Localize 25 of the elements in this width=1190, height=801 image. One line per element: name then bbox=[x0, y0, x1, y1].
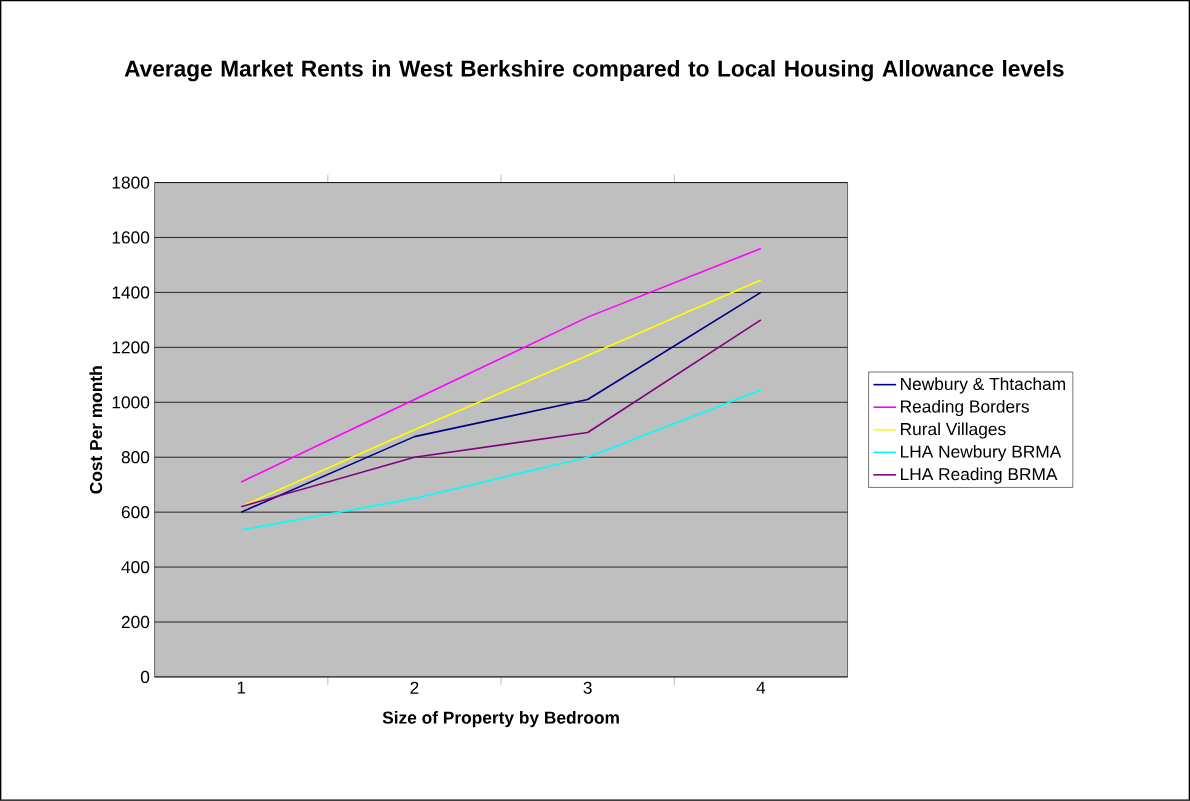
x-tick-label: 3 bbox=[583, 681, 592, 694]
y-tick-label: 0 bbox=[140, 670, 150, 684]
y-tick-label: 1600 bbox=[112, 231, 150, 244]
legend-label: Newbury & Thtacham bbox=[901, 377, 1065, 394]
line-series bbox=[240, 319, 762, 508]
x-axis-title: Size of Property by Bedroom bbox=[382, 711, 619, 728]
y-tick-label: 1400 bbox=[112, 286, 150, 299]
y-tick-label: 1200 bbox=[112, 341, 150, 354]
y-tick-label: 200 bbox=[121, 615, 150, 629]
x-tick-label: 1 bbox=[237, 681, 246, 694]
y-axis-title: Cost Per month bbox=[89, 366, 103, 494]
y-tick-label: 800 bbox=[121, 451, 150, 464]
chart-title: Average Market Rents in West Berkshire compared to Local Housing Allowance levels bbox=[124, 60, 1064, 82]
y-tick-label: 1000 bbox=[112, 396, 150, 409]
y-tick-label: 1800 bbox=[112, 176, 150, 189]
y-tick-label: 400 bbox=[121, 561, 150, 574]
y-tick-label: 600 bbox=[121, 506, 150, 519]
line-series bbox=[240, 247, 762, 483]
x-tick-label: 2 bbox=[410, 681, 419, 694]
legend-label: Reading Borders bbox=[901, 399, 1029, 417]
legend-label: LHA Reading BRMA bbox=[901, 467, 1058, 484]
line-series bbox=[240, 389, 762, 531]
legend-label: Rural Villages bbox=[901, 422, 1006, 439]
legend-label: LHA Newbury BRMA bbox=[901, 445, 1062, 462]
x-tick-label: 4 bbox=[756, 681, 766, 694]
